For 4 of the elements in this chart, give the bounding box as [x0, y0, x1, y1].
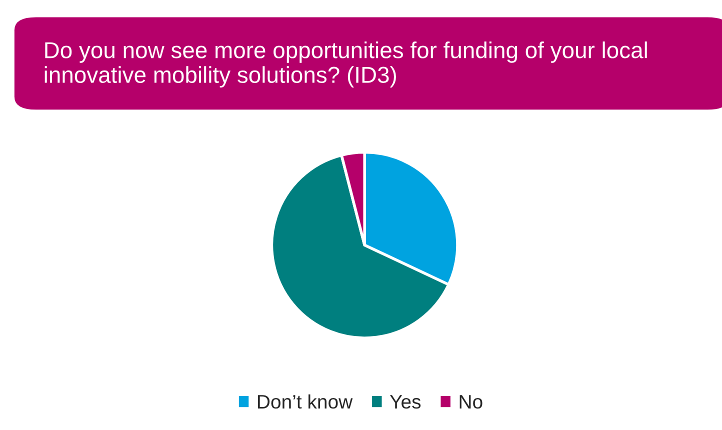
- legend-label: No: [460, 395, 482, 409]
- legend-label: Yes: [390, 395, 421, 409]
- chart-title: Do you now see more opportunities for funding of your local innovative mobility solutions? (ID3): [44, 41, 647, 88]
- legend-label: Don’t know: [258, 394, 353, 409]
